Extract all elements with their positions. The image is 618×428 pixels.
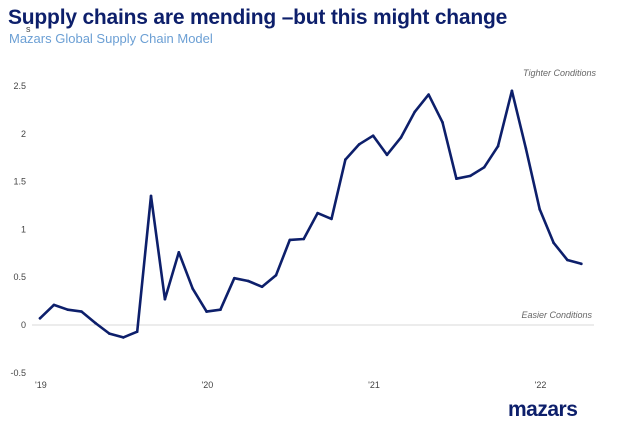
x-tick-label: '20 [202, 380, 214, 390]
data-point [455, 177, 458, 181]
data-point [441, 121, 444, 124]
data-point [66, 308, 70, 312]
series-line [38, 89, 583, 339]
y-tick-label: 0 [21, 320, 26, 330]
x-tick-label: '22 [535, 380, 547, 390]
data-point [427, 93, 430, 96]
data-point [482, 165, 486, 169]
data-point [580, 262, 583, 266]
y-tick-label: 2 [21, 129, 26, 139]
data-point [371, 134, 375, 138]
data-point [274, 273, 278, 277]
y-tick-label: 1.5 [13, 177, 26, 187]
data-point [94, 321, 97, 325]
data-point [219, 308, 222, 312]
data-point [288, 238, 292, 242]
y-tick-label: 1 [21, 224, 26, 234]
data-point [468, 174, 472, 178]
data-point [121, 336, 125, 339]
data-point [385, 153, 389, 157]
unit-label: s [26, 24, 31, 34]
data-point [246, 279, 250, 283]
data-point [524, 146, 528, 150]
data-point [260, 285, 264, 289]
chart-subtitle: Mazars Global Supply Chain Model [9, 31, 213, 46]
data-point [135, 330, 139, 333]
data-point [566, 258, 569, 262]
mazars-logo: mazars [508, 398, 578, 421]
data-point [316, 211, 319, 215]
data-point [510, 89, 514, 93]
data-point [52, 303, 56, 307]
annotation-tighter: Tighter Conditions [523, 68, 596, 78]
data-point [163, 297, 167, 301]
data-point [357, 143, 361, 146]
data-point [108, 332, 111, 335]
data-point [538, 208, 541, 211]
data-point [399, 136, 403, 139]
data-point [413, 110, 417, 114]
y-tick-label: 0.5 [13, 272, 26, 282]
data-point [344, 158, 347, 161]
x-tick-label: '21 [368, 380, 380, 390]
chart-title: Supply chains are mending –but this migh… [8, 6, 508, 29]
data-point [205, 310, 208, 313]
data-point [330, 217, 333, 221]
data-point [38, 317, 42, 320]
data-point [149, 194, 153, 198]
data-point [233, 276, 236, 280]
y-tick-label: 2.5 [13, 81, 26, 91]
data-point [80, 310, 83, 313]
data-point [496, 144, 500, 148]
data-point [191, 287, 194, 290]
data-point [552, 241, 555, 245]
data-point [302, 237, 306, 241]
y-tick-label: -0.5 [10, 368, 26, 378]
annotation-easier: Easier Conditions [521, 310, 592, 320]
x-tick-label: '19 [35, 380, 47, 390]
data-point [177, 251, 181, 254]
